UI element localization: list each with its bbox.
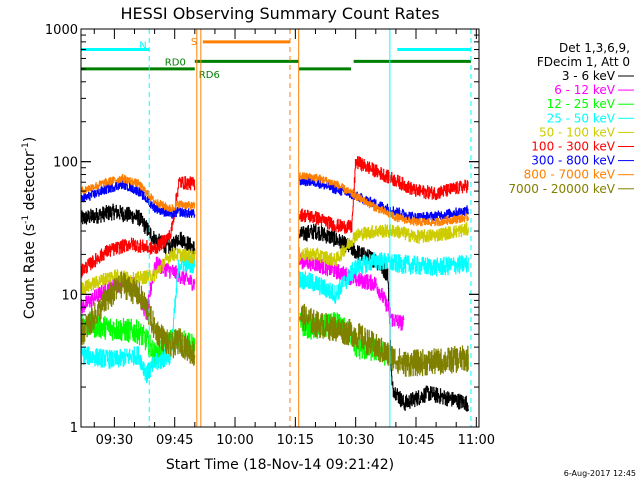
series-0-seg1 — [80, 203, 196, 257]
y-tick-label-1: 10 — [61, 288, 78, 303]
series-5-seg2 — [299, 156, 469, 234]
x-tick-label-0: 09:30 — [96, 433, 133, 448]
y-tick-label-3: 1000 — [45, 23, 78, 38]
x-tick-label-5: 10:45 — [397, 433, 434, 448]
series-4-seg1 — [80, 247, 196, 295]
legend-label-2: 12 - 25 keV — [547, 97, 616, 111]
y-axis-label: Count Rate (s-1 detector-1) — [21, 137, 38, 319]
legend-label-0: 3 - 6 keV — [562, 69, 616, 83]
flag-label-rd0: RD0 — [165, 57, 186, 68]
legend-label-8: 7000 - 20000 keV — [508, 182, 615, 196]
x-tick-label-1: 09:45 — [156, 433, 193, 448]
y-axis-label-end: ) — [22, 137, 38, 142]
y-axis-label-mid: detector — [22, 151, 38, 215]
series-0-seg2 — [299, 223, 469, 412]
x-tick-label-4: 10:30 — [337, 433, 374, 448]
series-3-seg1 — [80, 254, 196, 384]
flags-layer: N S RD0 RD6 — [81, 37, 471, 81]
flag-label-rd6: RD6 — [199, 70, 220, 81]
y-axis-label-main: Count Rate (s — [22, 224, 38, 319]
series-8 — [80, 271, 469, 377]
series-3-seg2 — [299, 252, 469, 304]
series-8-seg2 — [299, 303, 469, 377]
series-7 — [80, 172, 469, 227]
x-tick-label-6: 11:00 — [458, 433, 495, 448]
series-0 — [80, 203, 469, 412]
series-3 — [80, 252, 469, 384]
footer-timestamp: 6-Aug-2017 12:45 — [564, 469, 636, 478]
legend-header-2: FDecim 1, Att 0 — [537, 55, 630, 69]
chart-title: HESSI Observing Summary Count Rates — [120, 4, 439, 23]
x-axis-label: Start Time (18-Nov-14 09:21:42) — [166, 457, 394, 473]
x-tick-label-3: 10:15 — [277, 433, 314, 448]
series-8-seg1 — [80, 271, 196, 366]
series-4 — [80, 222, 469, 295]
y-axis-label-sup2: -1 — [21, 142, 31, 151]
series-6-seg1 — [80, 179, 196, 219]
legend-label-5: 100 - 300 keV — [531, 140, 615, 154]
axes: 09:30 09:45 10:00 10:15 10:30 10:45 11:00 1 10 10… — [45, 23, 495, 448]
legend-label-3: 25 - 50 keV — [547, 111, 616, 125]
vertical-markers — [148, 29, 472, 427]
series-1-seg2 — [299, 252, 405, 331]
y-tick-label-2: 100 — [53, 156, 78, 171]
plot-frame — [80, 28, 480, 428]
series-7-seg1 — [80, 173, 196, 212]
legend-label-7: 800 - 7000 keV — [524, 168, 616, 182]
series-7-seg2 — [299, 172, 469, 227]
y-axis-label-sup1: -1 — [21, 215, 31, 224]
x-tick-label-2: 10:00 — [216, 433, 253, 448]
legend-label-4: 50 - 100 keV — [539, 125, 616, 139]
series-layer — [80, 156, 469, 412]
legend-label-1: 6 - 12 keV — [554, 83, 616, 97]
flag-label-n: N — [139, 41, 146, 52]
y-tick-label-0: 1 — [70, 421, 78, 436]
flag-label-s: S — [191, 37, 197, 48]
legend-label-6: 300 - 800 keV — [531, 154, 615, 168]
series-4-seg2 — [299, 222, 469, 267]
legend-header-1: Det 1,3,6,9, — [559, 41, 630, 55]
